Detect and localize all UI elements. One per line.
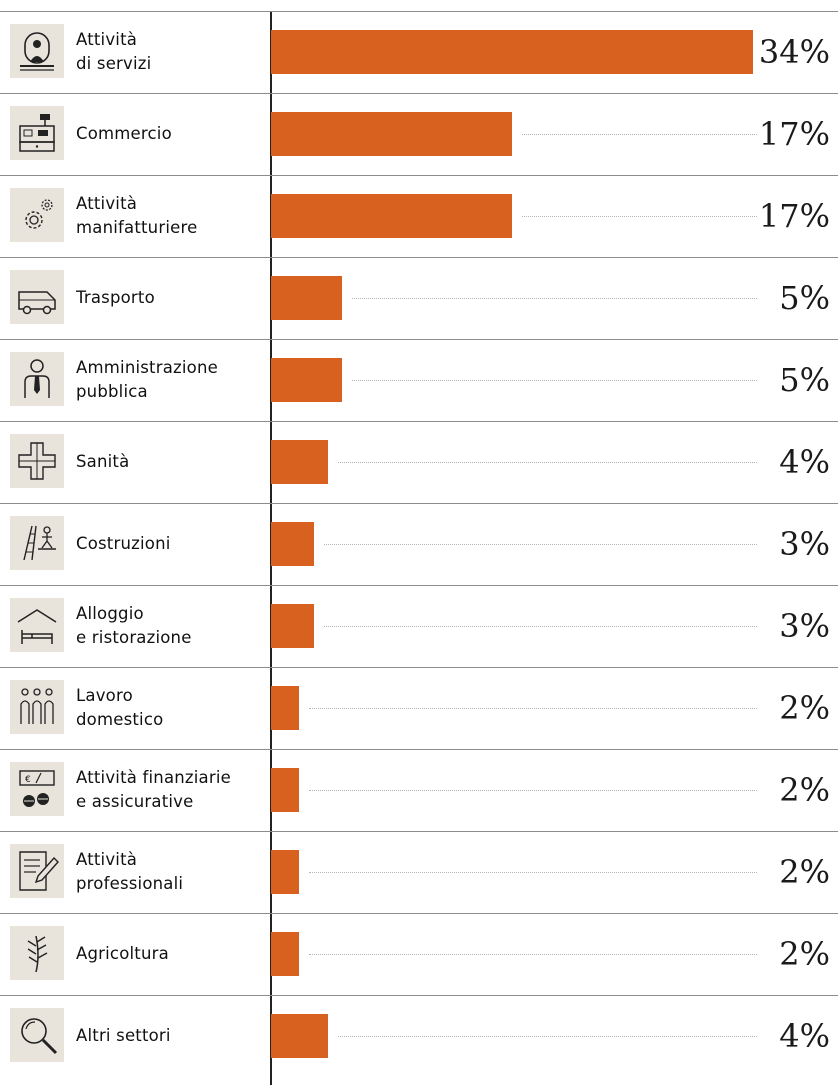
leader-line-amministrazione-pubblica — [352, 380, 757, 381]
value-label-alloggio-e-ristorazione: 3% — [779, 607, 830, 645]
value-label-altri-settori: 4% — [779, 1017, 830, 1055]
row-separator — [0, 749, 838, 750]
value-label-attivita-di-servizi: 34% — [758, 33, 830, 71]
cash-register-icon — [19, 114, 55, 152]
bar-commercio — [271, 112, 512, 156]
van-icon — [18, 291, 56, 315]
leader-line-attivita-manifatturiere — [522, 216, 757, 217]
value-label-lavoro-domestico: 2% — [779, 689, 830, 727]
bar-attivita-finanziarie-e-assicurative — [271, 768, 299, 812]
icon-tile-agricoltura — [10, 926, 64, 980]
row-separator — [0, 11, 838, 12]
icon-tile-attivita-manifatturiere — [10, 188, 64, 242]
svg-text:€: € — [25, 775, 31, 785]
category-label-attivita-di-servizi: Attività di servizi — [76, 30, 152, 73]
bar-alloggio-e-ristorazione — [271, 604, 314, 648]
leader-line-attivita-finanziarie-e-assicurative — [309, 790, 757, 791]
category-label-commercio: Commercio — [76, 124, 172, 143]
service-counter-icon — [20, 32, 54, 71]
icon-tile-lavoro-domestico — [10, 680, 64, 734]
category-label-attivita-manifatturiere: Attività manifatturiere — [76, 194, 198, 237]
bar-amministrazione-pubblica — [271, 358, 342, 402]
leader-line-agricoltura — [309, 954, 757, 955]
icon-tile-attivita-finanziarie-e-assicurative: € — [10, 762, 64, 816]
row-separator — [0, 339, 838, 340]
icon-tile-costruzioni — [10, 516, 64, 570]
bar-costruzioni — [271, 522, 314, 566]
category-label-alloggio-e-ristorazione: Alloggio e ristorazione — [76, 604, 192, 647]
category-label-sanita: Sanità — [76, 452, 130, 471]
bar-attivita-manifatturiere — [271, 194, 512, 238]
category-label-trasporto: Trasporto — [76, 288, 155, 307]
icon-tile-alloggio-e-ristorazione — [10, 598, 64, 652]
value-label-trasporto: 5% — [779, 279, 830, 317]
document-pen-icon — [19, 851, 59, 891]
value-label-agricoltura: 2% — [779, 935, 830, 973]
value-label-sanita: 4% — [779, 443, 830, 481]
icon-tile-commercio — [10, 106, 64, 160]
row-separator — [0, 93, 838, 94]
leader-line-trasporto — [352, 298, 757, 299]
leader-line-sanita — [338, 462, 757, 463]
value-label-attivita-manifatturiere: 17% — [758, 197, 830, 235]
category-label-attivita-professionali: Attività professionali — [76, 850, 184, 893]
value-label-commercio: 17% — [758, 115, 830, 153]
category-label-altri-settori: Altri settori — [76, 1026, 171, 1045]
row-separator — [0, 585, 838, 586]
icon-tile-sanita — [10, 434, 64, 488]
scaffold-worker-icon — [23, 525, 56, 561]
official-with-tie-icon — [24, 359, 50, 398]
value-label-costruzioni: 3% — [779, 525, 830, 563]
row-separator — [0, 913, 838, 914]
icon-tile-trasporto — [10, 270, 64, 324]
leader-line-commercio — [522, 134, 757, 135]
bar-agricoltura — [271, 932, 299, 976]
row-separator — [0, 421, 838, 422]
row-separator — [0, 257, 838, 258]
gears-icon — [25, 199, 53, 229]
bar-sanita — [271, 440, 328, 484]
magnifier-icon — [21, 1018, 58, 1055]
leader-line-costruzioni — [324, 544, 757, 545]
icon-tile-altri-settori — [10, 1008, 64, 1062]
category-label-amministrazione-pubblica: Amministrazione pubblica — [76, 358, 218, 401]
value-label-attivita-professionali: 2% — [779, 853, 830, 891]
row-separator — [0, 995, 838, 996]
value-label-amministrazione-pubblica: 5% — [779, 361, 830, 399]
row-separator — [0, 831, 838, 832]
money-coins-icon: € — [19, 770, 55, 807]
bed-under-roof-icon — [17, 609, 57, 644]
category-label-attivita-finanziarie-e-assicurative: Attività finanziarie e assicurative — [76, 768, 231, 811]
icon-tile-attivita-professionali — [10, 844, 64, 898]
row-separator — [0, 503, 838, 504]
wheat-icon — [27, 935, 48, 973]
category-label-costruzioni: Costruzioni — [76, 534, 171, 553]
health-cross-icon — [18, 442, 56, 480]
leader-line-altri-settori — [338, 1036, 757, 1037]
bar-attivita-professionali — [271, 850, 299, 894]
leader-line-lavoro-domestico — [309, 708, 757, 709]
icon-tile-amministrazione-pubblica — [10, 352, 64, 406]
bar-attivita-di-servizi — [271, 30, 753, 74]
bar-altri-settori — [271, 1014, 328, 1058]
category-label-agricoltura: Agricoltura — [76, 944, 169, 963]
category-label-lavoro-domestico: Lavoro domestico — [76, 686, 164, 729]
bar-trasporto — [271, 276, 342, 320]
row-separator — [0, 175, 838, 176]
leader-line-alloggio-e-ristorazione — [324, 626, 757, 627]
leader-line-attivita-professionali — [309, 872, 757, 873]
row-separator — [0, 667, 838, 668]
value-label-attivita-finanziarie-e-assicurative: 2% — [779, 771, 830, 809]
icon-tile-attivita-di-servizi — [10, 24, 64, 78]
bar-lavoro-domestico — [271, 686, 299, 730]
domestic-workers-icon — [20, 688, 54, 724]
